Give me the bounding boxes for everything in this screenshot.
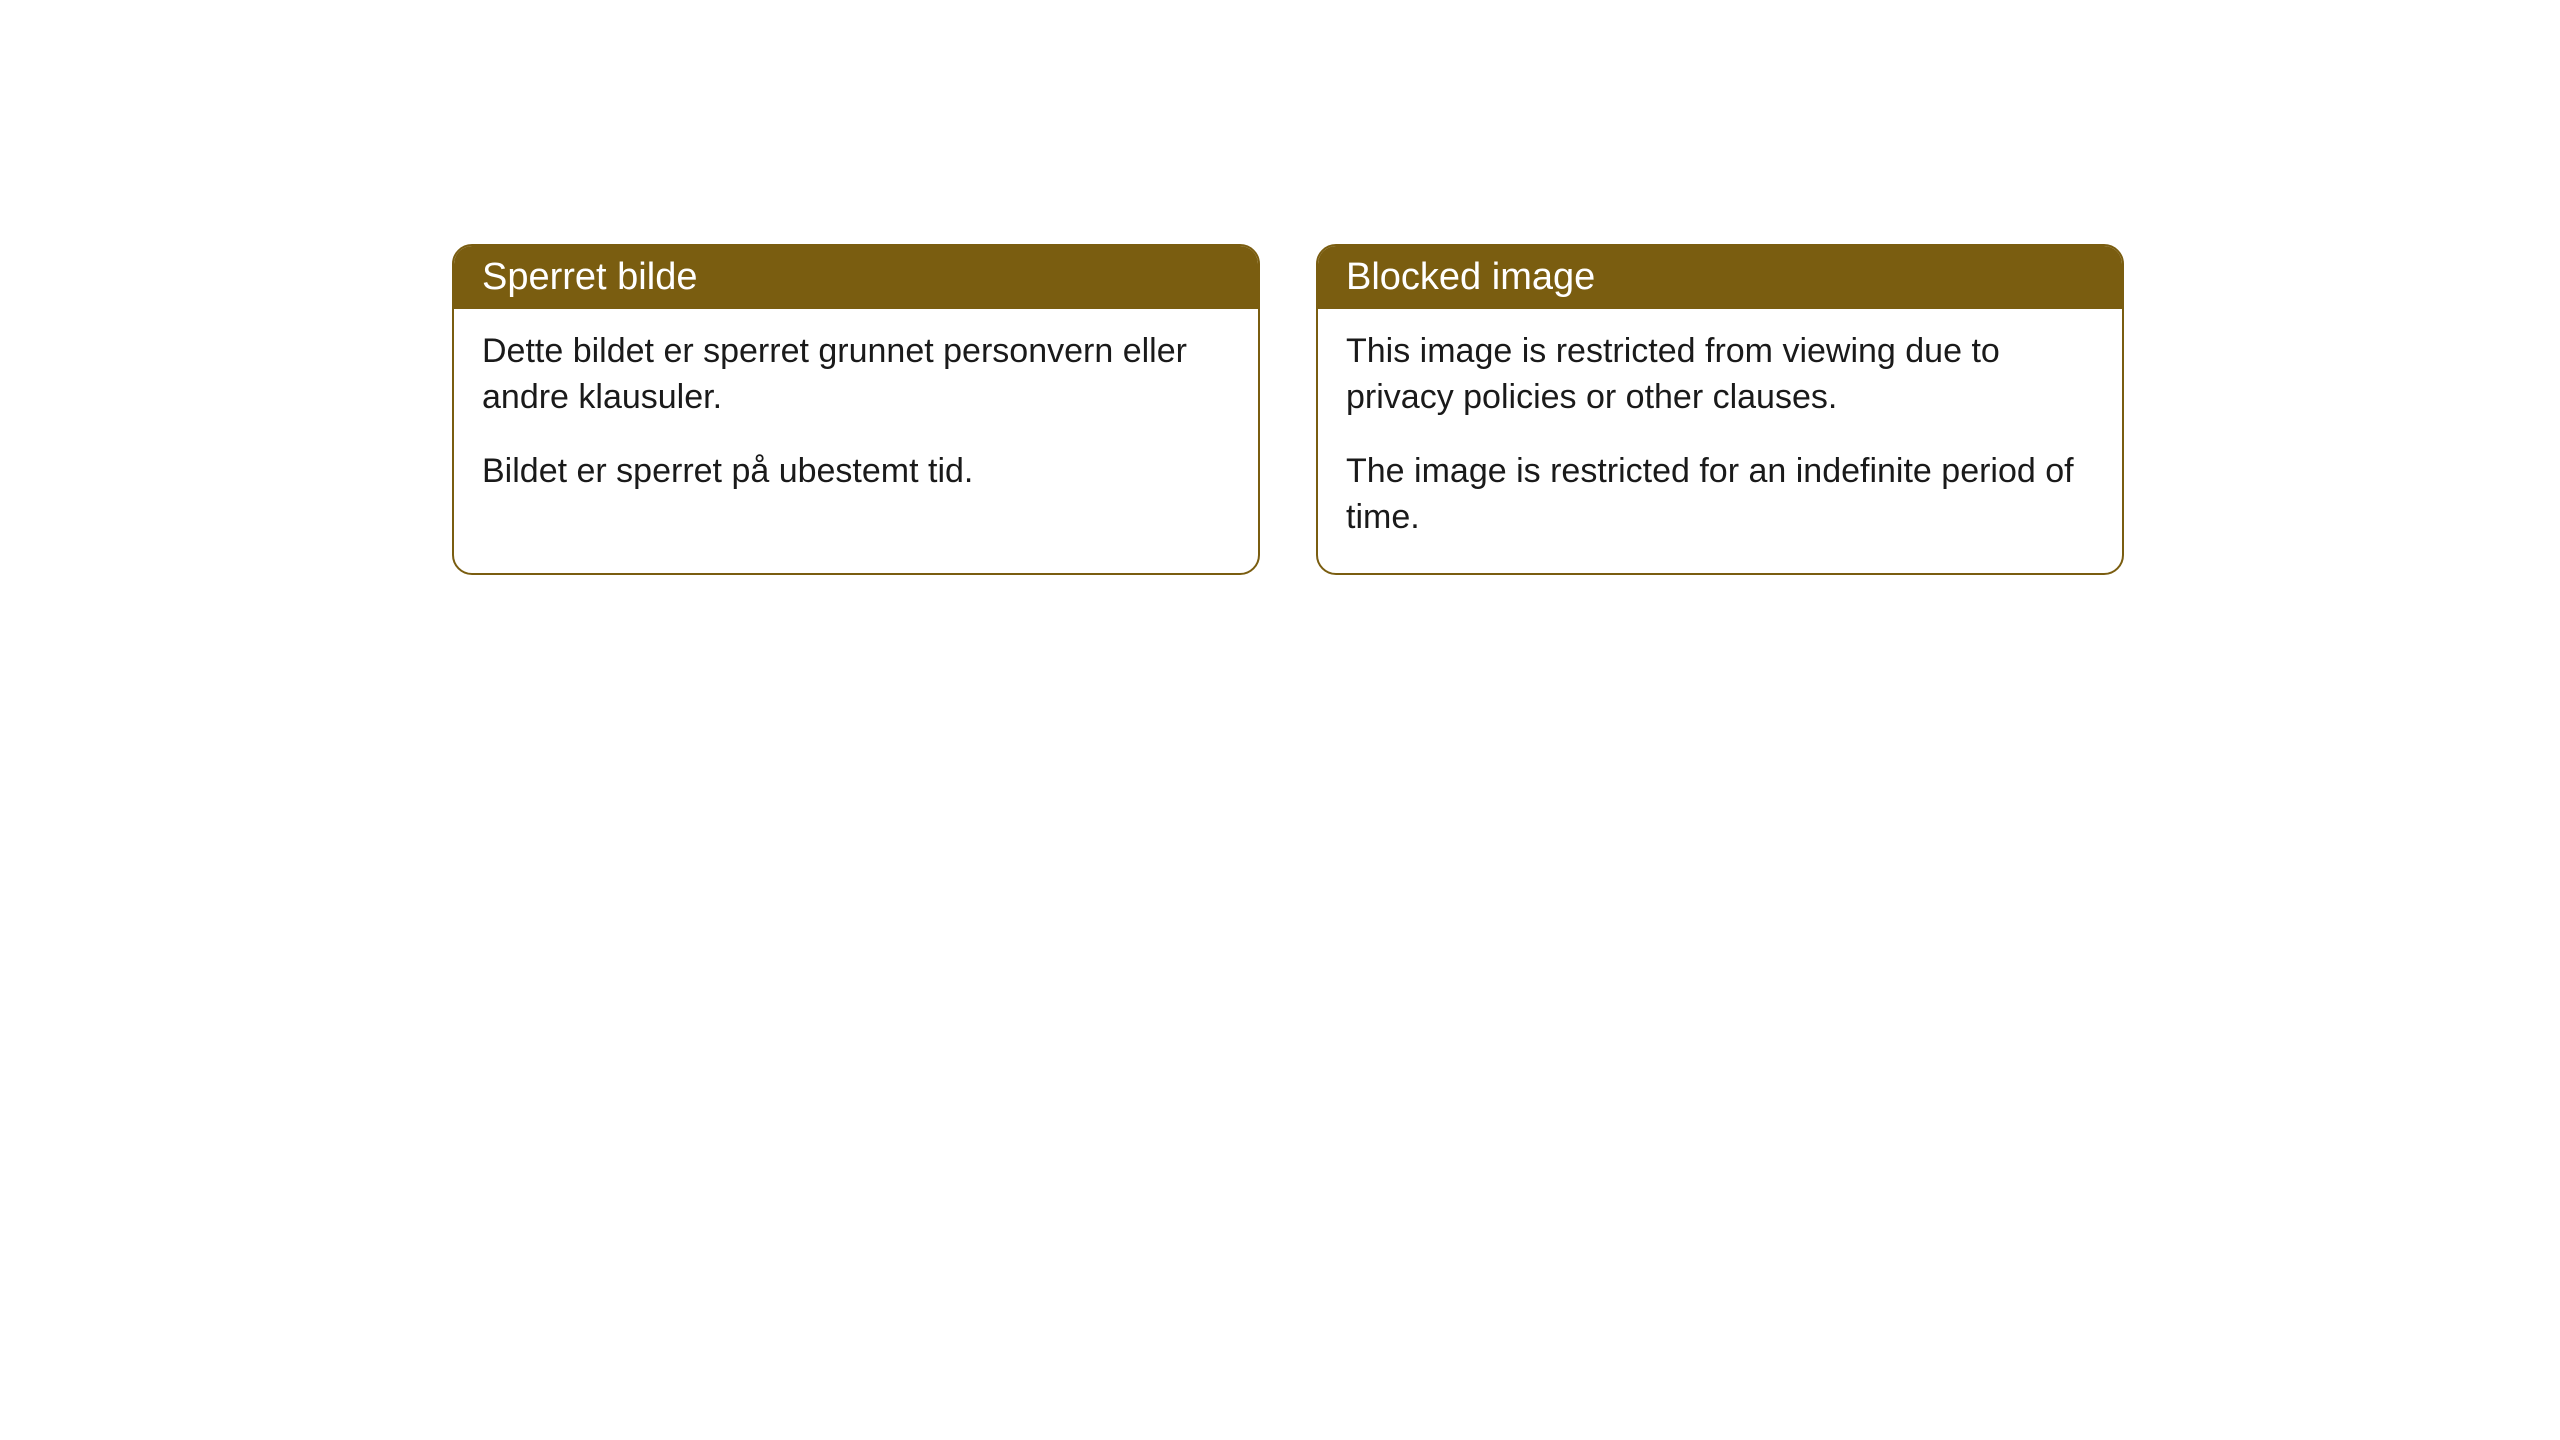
notice-card-english: Blocked image This image is restricted f… — [1316, 244, 2124, 575]
card-header-english: Blocked image — [1318, 246, 2122, 309]
card-paragraph: Dette bildet er sperret grunnet personve… — [482, 329, 1230, 421]
card-title: Sperret bilde — [482, 256, 697, 298]
card-title: Blocked image — [1346, 256, 1595, 298]
card-paragraph: The image is restricted for an indefinit… — [1346, 449, 2094, 541]
card-header-norwegian: Sperret bilde — [454, 246, 1258, 309]
card-paragraph: Bildet er sperret på ubestemt tid. — [482, 449, 1230, 495]
notice-cards-container: Sperret bilde Dette bildet er sperret gr… — [452, 244, 2560, 575]
card-body-norwegian: Dette bildet er sperret grunnet personve… — [454, 309, 1258, 527]
card-body-english: This image is restricted from viewing du… — [1318, 309, 2122, 573]
card-paragraph: This image is restricted from viewing du… — [1346, 329, 2094, 421]
notice-card-norwegian: Sperret bilde Dette bildet er sperret gr… — [452, 244, 1260, 575]
